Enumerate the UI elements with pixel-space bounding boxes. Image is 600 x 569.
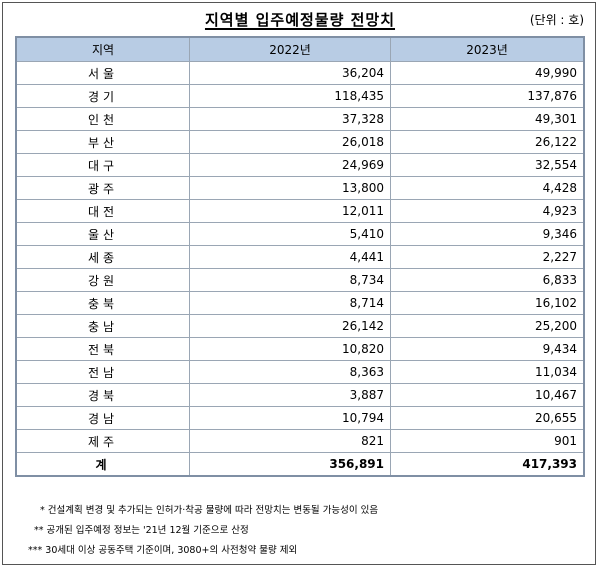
value-cell: 9,434: [390, 337, 585, 361]
region-cell: 광주: [15, 176, 190, 200]
unit: (단위 : 호): [529, 13, 584, 27]
region-cell: 울산: [15, 222, 190, 246]
table-row: 강원 8,734 6,833: [15, 268, 585, 292]
table-row: 경북 3,887 10,467: [15, 383, 585, 407]
value-cell: 37,328: [189, 107, 391, 131]
value-cell: 26,018: [189, 130, 391, 154]
table-row: 경기 118,435 137,876: [15, 84, 585, 108]
value-cell: 16,102: [390, 291, 585, 315]
value-cell: 356,891: [189, 452, 391, 477]
region-cell: 세종: [15, 245, 190, 269]
value-cell: 24,969: [189, 153, 391, 177]
table: 지역 2022년 2023년 서울 36,204 49,990 경기 118,435 13…: [15, 36, 585, 477]
value-cell: 6,833: [390, 268, 585, 292]
value-cell: 13,800: [189, 176, 391, 200]
value-cell: 3,887: [189, 383, 391, 407]
value-cell: 10,820: [189, 337, 391, 361]
region-cell: 충남: [15, 314, 190, 338]
region-cell: 대구: [15, 153, 190, 177]
table-body: 서울 36,204 49,990 경기 118,435 137,876 인천 37,328 49…: [15, 61, 585, 477]
table-row: 경남 10,794 20,655: [15, 406, 585, 430]
table-row: 인천 37,328 49,301: [15, 107, 585, 131]
header-cell: 2023년: [390, 36, 585, 62]
value-cell: 137,876: [390, 84, 585, 108]
note: ** 공개된 입주예정 정보는 '21년 12월 기준으로 산정: [34, 525, 249, 536]
region-cell: 대전: [15, 199, 190, 223]
region-cell: 계: [15, 452, 190, 477]
region-cell: 서울: [15, 61, 190, 85]
title-wrap: 지역별 입주예정물량 전망치: [0, 9, 600, 30]
note: * 건설계획 변경 및 추가되는 인허가·착공 물량에 따라 전망치는 변동될 …: [40, 505, 379, 516]
region-cell: 인천: [15, 107, 190, 131]
value-cell: 10,467: [390, 383, 585, 407]
value-cell: 49,990: [390, 61, 585, 85]
table-row: 충남 26,142 25,200: [15, 314, 585, 338]
region-cell: 전남: [15, 360, 190, 384]
title: 지역별 입주예정물량 전망치: [204, 11, 396, 29]
value-cell: 8,734: [189, 268, 391, 292]
table-row: 전남 8,363 11,034: [15, 360, 585, 384]
table-row: 제주 821 901: [15, 429, 585, 453]
header-cell: 지역: [15, 36, 190, 62]
value-cell: 10,794: [189, 406, 391, 430]
table-row: 광주 13,800 4,428: [15, 176, 585, 200]
region-cell: 충북: [15, 291, 190, 315]
value-cell: 25,200: [390, 314, 585, 338]
note: *** 30세대 이상 공동주택 기준이며, 3080+의 사전청약 물량 제외: [28, 545, 298, 556]
region-cell: 강원: [15, 268, 190, 292]
table-row: 서울 36,204 49,990: [15, 61, 585, 85]
value-cell: 2,227: [390, 245, 585, 269]
value-cell: 20,655: [390, 406, 585, 430]
region-cell: 경기: [15, 84, 190, 108]
value-cell: 9,346: [390, 222, 585, 246]
value-cell: 36,204: [189, 61, 391, 85]
value-cell: 8,714: [189, 291, 391, 315]
region-cell: 제주: [15, 429, 190, 453]
region-cell: 전북: [15, 337, 190, 361]
frame: [2, 2, 596, 565]
value-cell: 4,923: [390, 199, 585, 223]
value-cell: 4,428: [390, 176, 585, 200]
value-cell: 49,301: [390, 107, 585, 131]
header-row: 지역 2022년 2023년: [15, 36, 585, 62]
region-cell: 경북: [15, 383, 190, 407]
value-cell: 11,034: [390, 360, 585, 384]
value-cell: 118,435: [189, 84, 391, 108]
value-cell: 901: [390, 429, 585, 453]
region-cell: 부산: [15, 130, 190, 154]
value-cell: 32,554: [390, 153, 585, 177]
table-row: 부산 26,018 26,122: [15, 130, 585, 154]
value-cell: 12,011: [189, 199, 391, 223]
region-cell: 경남: [15, 406, 190, 430]
header-cell: 2022년: [189, 36, 391, 62]
value-cell: 26,122: [390, 130, 585, 154]
value-cell: 417,393: [390, 452, 585, 477]
table-row: 충북 8,714 16,102: [15, 291, 585, 315]
value-cell: 26,142: [189, 314, 391, 338]
table-row: 전북 10,820 9,434: [15, 337, 585, 361]
table-row: 계 356,891 417,393: [15, 452, 585, 477]
table-row: 세종 4,441 2,227: [15, 245, 585, 269]
value-cell: 4,441: [189, 245, 391, 269]
table-row: 울산 5,410 9,346: [15, 222, 585, 246]
value-cell: 8,363: [189, 360, 391, 384]
table-row: 대전 12,011 4,923: [15, 199, 585, 223]
value-cell: 821: [189, 429, 391, 453]
value-cell: 5,410: [189, 222, 391, 246]
table-row: 대구 24,969 32,554: [15, 153, 585, 177]
